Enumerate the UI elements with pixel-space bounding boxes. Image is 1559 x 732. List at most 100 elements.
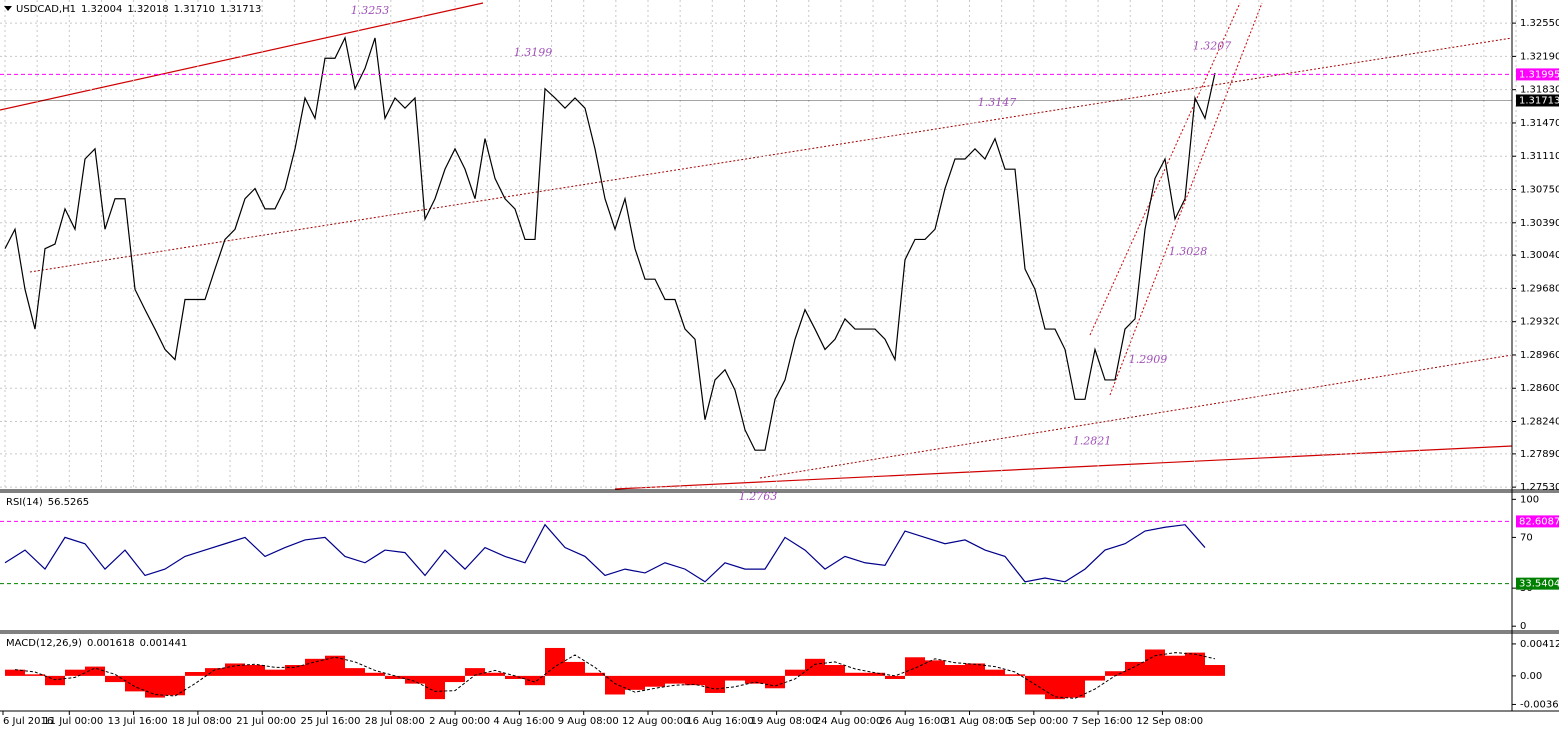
y-tick-label: 1.30750: [1520, 184, 1559, 195]
histogram-bar: [1185, 652, 1205, 676]
signal-line: [14, 652, 1216, 699]
histogram-bar: [685, 675, 705, 686]
histogram-bar: [585, 672, 605, 676]
panel-reading: 0.001618: [87, 638, 135, 649]
x-tick-label: 16 Aug 16:00: [686, 716, 753, 727]
histogram-bar: [5, 669, 25, 676]
histogram-bar: [965, 663, 985, 676]
histogram-bar: [785, 669, 805, 676]
y-tick-label: 1.29320: [1520, 317, 1559, 328]
price-annotation: 1.2763: [739, 490, 778, 503]
histogram-bar: [925, 660, 945, 676]
panel-title: USDCAD,H1: [16, 4, 76, 15]
y-tick-label: 1.31470: [1520, 118, 1559, 129]
x-tick-label: 2 Aug 00:00: [429, 716, 490, 727]
histogram-bar: [605, 675, 625, 695]
x-tick-label: 12 Aug 00:00: [622, 716, 689, 727]
series-line: [4, 36, 1216, 451]
histogram-bar: [845, 672, 865, 676]
histogram-bar: [405, 675, 425, 684]
level-label: 1.31995: [1519, 69, 1559, 80]
x-tick-label: 24 Aug 00:00: [815, 716, 882, 727]
y-tick-label: 1.31110: [1520, 151, 1559, 162]
histogram-bar: [625, 675, 645, 690]
y-tick-label: 0.004122: [1520, 639, 1559, 650]
histogram-bar: [725, 675, 745, 681]
histogram-bar: [1045, 675, 1065, 700]
price-annotation: 1.3147: [978, 96, 1017, 109]
x-tick-label: 21 Jul 00:00: [236, 716, 296, 727]
histogram-bar: [805, 658, 825, 676]
trend-line: [1089, 2, 1241, 336]
level-label-box: [1516, 68, 1559, 81]
level-label: 82.6087: [1519, 516, 1559, 527]
histogram-bar: [1145, 649, 1165, 676]
histogram-bar: [1085, 675, 1105, 681]
histogram-bar: [505, 675, 525, 679]
panel-header: RSI(14) 56.5265: [6, 497, 89, 508]
series-line: [4, 523, 1206, 583]
y-tick-label: 1.29680: [1520, 283, 1559, 294]
trend-line: [759, 354, 1513, 479]
y-tick-label: 1.32190: [1520, 51, 1559, 62]
histogram-bar: [45, 675, 65, 686]
y-tick-label: -0.003684: [1520, 699, 1559, 710]
x-tick-label: 4 Aug 16:00: [493, 716, 554, 727]
histogram-bar: [745, 675, 765, 684]
y-tick-label: 100: [1520, 494, 1539, 505]
histogram-bar: [365, 672, 385, 676]
price-annotation: 1.2821: [1073, 434, 1112, 447]
x-tick-label: 26 Aug 16:00: [879, 716, 946, 727]
histogram-bar: [345, 668, 365, 676]
panel-reading: 1.31710: [174, 4, 215, 15]
histogram-bar: [545, 647, 565, 676]
menu-arrow: [4, 6, 12, 11]
y-tick-label: 1.28960: [1520, 350, 1559, 361]
y-tick-label: 0: [1520, 621, 1526, 632]
histogram-bar: [425, 675, 445, 700]
histogram-bar: [705, 675, 725, 693]
x-tick-label: 19 Aug 08:00: [751, 716, 818, 727]
histogram-bar: [205, 668, 225, 676]
histogram-bar: [245, 665, 265, 676]
histogram-bar: [385, 675, 405, 679]
histogram-bar: [165, 675, 185, 696]
panel-header: MACD(12,26,9) 0.001618 0.001441: [6, 638, 187, 649]
histogram-bar: [25, 674, 45, 676]
panel-reading: 56.5265: [48, 497, 89, 508]
histogram-bar: [525, 675, 545, 686]
histogram-bar: [1125, 661, 1145, 676]
histogram-bar: [565, 661, 585, 676]
x-tick-label: 11 Jul 00:00: [43, 716, 103, 727]
histogram-bar: [185, 672, 205, 676]
y-tick-label: 70: [1520, 532, 1533, 543]
histogram-bar: [1025, 675, 1045, 695]
x-tick-label: 25 Jul 16:00: [301, 716, 361, 727]
y-tick-label: 0.00: [1520, 671, 1542, 682]
histogram-bar: [945, 665, 965, 676]
panel-reading: 1.31713: [220, 4, 261, 15]
panel-reading: 1.32004: [81, 4, 122, 15]
y-tick-label: 1.31830: [1520, 85, 1559, 96]
x-tick-label: 7 Sep 16:00: [1072, 716, 1132, 727]
panel-title: RSI(14): [6, 497, 43, 508]
y-tick-label: 1.27890: [1520, 449, 1559, 460]
histogram-bar: [665, 675, 685, 684]
histogram-bar: [105, 675, 125, 683]
histogram-bar: [485, 672, 505, 676]
histogram-bar: [445, 675, 465, 683]
trend-line: [614, 445, 1513, 490]
histogram-bar: [225, 663, 245, 676]
price-annotation: 1.2909: [1129, 353, 1168, 366]
histogram-bar: [265, 669, 285, 676]
histogram-bar: [85, 666, 105, 676]
y-tick-label: 1.30390: [1520, 218, 1559, 229]
panel-header: USDCAD,H1 1.32004 1.32018 1.31710 1.31713: [16, 4, 261, 15]
histogram-bar: [1065, 675, 1085, 698]
x-tick-label: 18 Jul 08:00: [172, 716, 232, 727]
x-tick-label: 9 Aug 08:00: [558, 716, 619, 727]
histogram-bar: [285, 665, 305, 676]
y-tick-label: 1.28600: [1520, 383, 1559, 394]
